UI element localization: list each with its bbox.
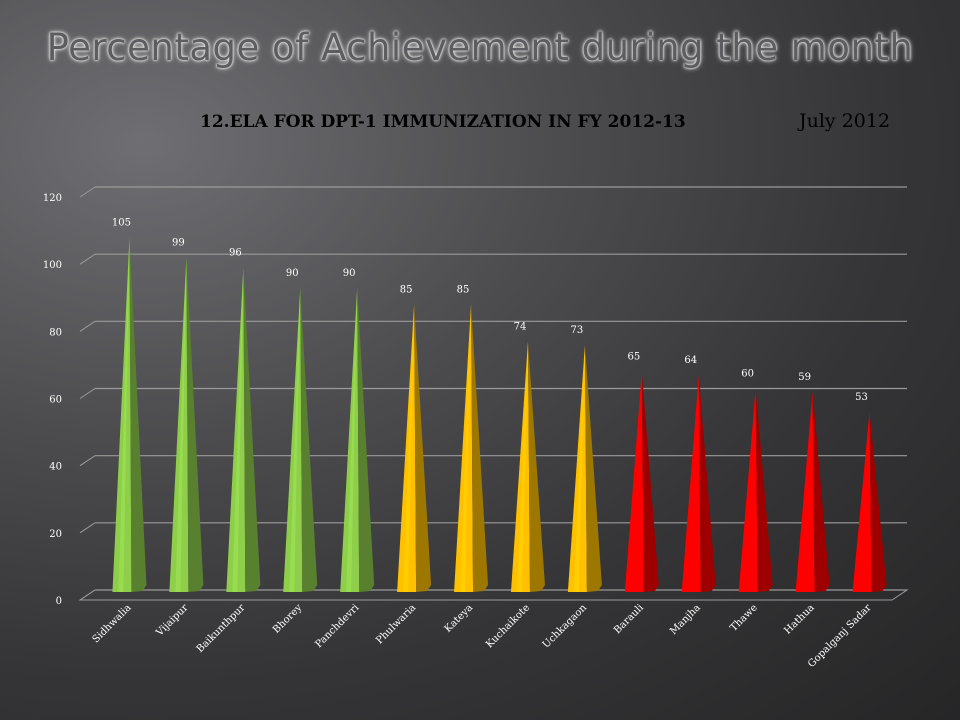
gridline-side xyxy=(79,455,96,467)
bar-face xyxy=(795,391,815,592)
bar xyxy=(681,375,716,592)
bar-side xyxy=(357,287,375,592)
data-label: 60 xyxy=(741,369,754,380)
data-label: 90 xyxy=(286,268,299,279)
chart-heading: 12.ELA FOR DPT-1 IMMUNIZATION IN FY 2012… xyxy=(0,110,960,140)
gridline-side xyxy=(79,388,96,399)
bar-highlight xyxy=(516,341,528,592)
y-tick-label: 80 xyxy=(49,327,62,338)
bar-highlight xyxy=(403,304,415,592)
x-tick-label: Barauli xyxy=(612,602,646,636)
bar-highlight xyxy=(460,304,472,592)
data-label: 99 xyxy=(172,238,185,249)
bar-highlight xyxy=(744,388,756,592)
bar-highlight xyxy=(573,344,585,592)
y-axis: 0 20 40 60 80 100 120 xyxy=(43,193,62,607)
gridlines xyxy=(78,186,909,601)
y-tick-label: 120 xyxy=(43,193,62,204)
x-tick-label: Manjha xyxy=(668,602,703,637)
x-tick-label: Panchdevri xyxy=(313,602,361,650)
bar-highlight xyxy=(289,287,301,592)
x-axis: Sidhwalia Vijaipur Baikunthpur Bhorey Panchd… xyxy=(91,602,874,670)
bar-highlight xyxy=(118,237,130,592)
bar-face xyxy=(510,341,530,592)
bar-side xyxy=(698,375,716,592)
bar xyxy=(283,287,318,592)
gridline-side xyxy=(79,522,96,534)
bar-side xyxy=(414,304,432,592)
bar-side xyxy=(869,412,887,592)
bar xyxy=(510,341,545,592)
bar-side xyxy=(471,304,489,592)
x-tick-label: Vijaipur xyxy=(154,602,191,639)
bar xyxy=(795,391,830,592)
bar xyxy=(738,388,773,592)
x-tick-label: Thawe xyxy=(728,602,760,634)
chart-floor xyxy=(78,589,909,601)
bar-side xyxy=(243,267,261,592)
bar-highlight xyxy=(175,257,187,592)
gridline-side xyxy=(79,253,96,265)
gridline-side xyxy=(79,320,96,332)
bar xyxy=(852,412,887,592)
data-label: 64 xyxy=(684,355,697,366)
bar-side xyxy=(300,287,318,592)
bar xyxy=(567,344,602,592)
data-labels: 105 99 96 90 90 85 85 74 73 65 64 60 59 53 xyxy=(112,217,868,403)
bar xyxy=(624,371,659,592)
slide-title: Percentage of Achievement during the mon… xyxy=(46,26,914,69)
x-tick-label: Sidhwalia xyxy=(91,602,134,645)
bar-side xyxy=(812,391,830,592)
bar-highlight xyxy=(630,371,642,592)
bar-side xyxy=(129,237,147,592)
x-tick-label: Gopalganj Sadar xyxy=(806,602,874,670)
bar xyxy=(226,267,261,592)
x-tick-label: Bhorey xyxy=(271,602,305,636)
chart-period: July 2012 xyxy=(799,110,891,132)
gridline-side xyxy=(79,186,96,198)
y-tick-label: 100 xyxy=(43,260,62,271)
x-tick-label: Baikunthpur xyxy=(195,602,248,655)
bar-side xyxy=(527,341,545,592)
data-label: 73 xyxy=(571,325,584,336)
data-label: 59 xyxy=(798,372,811,383)
bar xyxy=(169,257,204,592)
bar-highlight xyxy=(801,391,813,592)
bar xyxy=(112,237,147,592)
bar-face xyxy=(112,237,132,592)
y-tick-label: 20 xyxy=(49,529,62,540)
bar-highlight xyxy=(858,412,870,592)
y-tick-label: 0 xyxy=(56,596,62,607)
data-label: 53 xyxy=(855,392,868,403)
bar xyxy=(397,304,432,592)
data-label: 85 xyxy=(400,285,413,296)
bar-side xyxy=(755,388,773,592)
bars xyxy=(112,237,887,592)
bar-side xyxy=(584,344,602,592)
x-tick-label: Kateya xyxy=(443,602,476,635)
bar xyxy=(454,304,489,592)
y-tick-label: 60 xyxy=(49,395,62,406)
data-label: 96 xyxy=(229,248,242,259)
bar-highlight xyxy=(232,267,244,592)
x-tick-label: Uchkagaon xyxy=(541,602,590,651)
x-tick-label: Hathua xyxy=(782,602,816,636)
data-label: 90 xyxy=(343,268,356,279)
x-tick-label: Kuchaikote xyxy=(484,602,532,650)
chart-title: 12.ELA FOR DPT-1 IMMUNIZATION IN FY 2012… xyxy=(200,112,686,132)
x-tick-label: Phulwaria xyxy=(374,602,418,646)
data-label: 85 xyxy=(457,285,470,296)
y-tick-label: 40 xyxy=(49,462,62,473)
bar-side xyxy=(641,371,659,592)
bar-face xyxy=(624,371,644,592)
bar xyxy=(340,287,375,592)
bar-highlight xyxy=(687,375,699,592)
data-label: 105 xyxy=(112,217,131,228)
data-label: 74 xyxy=(514,321,527,332)
data-label: 65 xyxy=(627,352,640,363)
bar-side xyxy=(186,257,204,592)
bar-face xyxy=(169,257,189,592)
bar-highlight xyxy=(346,287,358,592)
